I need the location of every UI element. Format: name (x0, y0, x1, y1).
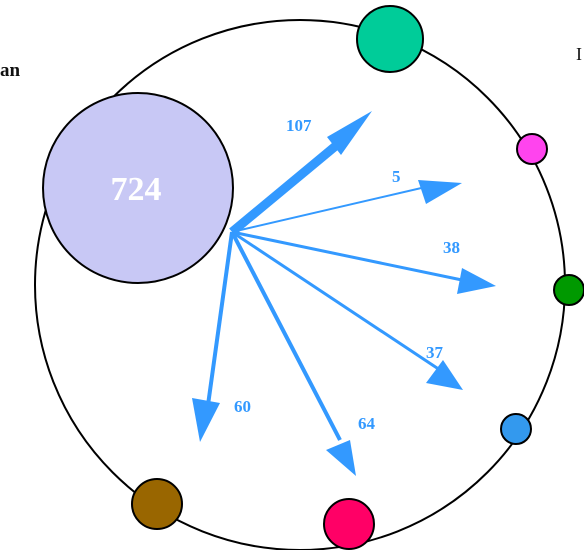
arrow-label-37: 37 (426, 343, 444, 362)
arrow-38: 38 (231, 230, 496, 294)
right-edge-text: I (576, 44, 582, 64)
node-blue (500, 413, 532, 445)
node-teal (356, 5, 424, 73)
arrow-label-38: 38 (443, 238, 460, 257)
center-circle-label: 724 (111, 171, 162, 208)
node-crimson (323, 498, 375, 550)
arrow-label-107: 107 (286, 116, 312, 135)
arrow-label-60: 60 (234, 397, 251, 416)
arrow-label-5: 5 (392, 167, 401, 186)
node-green (553, 274, 584, 306)
center-circle (42, 92, 234, 284)
node-brown (131, 478, 183, 530)
arrow-64: 64 (230, 231, 376, 476)
arrow-label-64: 64 (358, 414, 376, 433)
arrow-107: 107 (229, 111, 372, 236)
arrows: 107 5 38 37 64 60 (192, 111, 496, 476)
arrow-37: 37 (231, 230, 463, 390)
node-magenta (516, 133, 548, 165)
arrow-60: 60 (192, 231, 251, 442)
left-edge-text: an (0, 60, 21, 81)
arrow-5: 5 (231, 167, 462, 233)
